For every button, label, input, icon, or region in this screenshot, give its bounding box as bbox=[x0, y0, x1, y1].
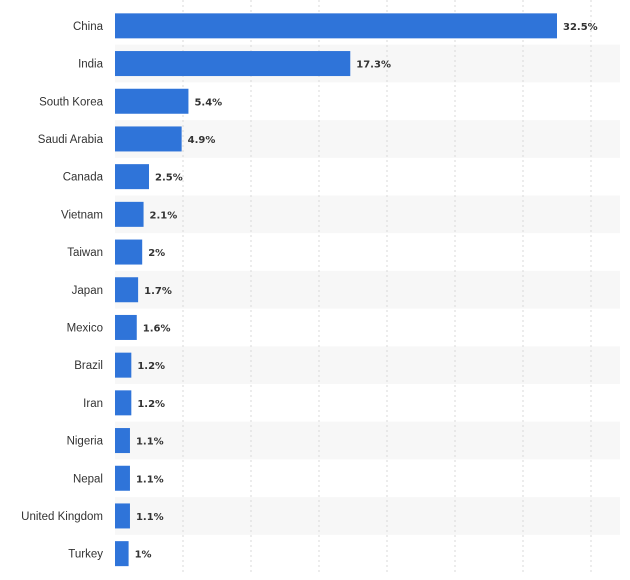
bar bbox=[115, 88, 189, 114]
category-label: United Kingdom bbox=[21, 511, 103, 523]
category-label: Nepal bbox=[73, 473, 103, 485]
category-label: Saudi Arabia bbox=[38, 134, 104, 146]
row-band bbox=[115, 497, 620, 535]
value-label: 32.5% bbox=[563, 22, 598, 33]
row-bands bbox=[115, 44, 620, 535]
bar bbox=[115, 239, 143, 265]
value-label: 1.2% bbox=[137, 361, 165, 372]
value-label: 1.1% bbox=[136, 474, 164, 485]
bar bbox=[115, 390, 132, 416]
category-label: South Korea bbox=[39, 96, 104, 108]
row-band bbox=[115, 270, 620, 309]
bar bbox=[115, 164, 149, 190]
category-label: Nigeria bbox=[67, 436, 104, 448]
bar bbox=[115, 201, 144, 227]
bar bbox=[115, 352, 132, 378]
value-label: 2.1% bbox=[150, 210, 178, 221]
row-band bbox=[115, 346, 620, 384]
bars bbox=[115, 13, 557, 567]
row-band bbox=[115, 120, 620, 158]
category-label: Canada bbox=[63, 172, 104, 184]
bar bbox=[115, 277, 139, 303]
category-label: India bbox=[78, 59, 104, 71]
row-band bbox=[115, 421, 620, 460]
row-band bbox=[115, 195, 620, 234]
value-label: 2.5% bbox=[155, 173, 183, 184]
value-label: 1.6% bbox=[143, 323, 171, 334]
value-label: 1% bbox=[135, 550, 152, 561]
value-label: 17.3% bbox=[356, 60, 391, 71]
category-label: Turkey bbox=[68, 549, 103, 561]
bar bbox=[115, 503, 130, 529]
category-label: Brazil bbox=[74, 360, 103, 372]
category-labels: China India South Korea Saudi Arabia Canada V… bbox=[21, 21, 103, 561]
bar bbox=[115, 541, 129, 567]
bar bbox=[115, 13, 557, 39]
category-label: China bbox=[73, 21, 104, 33]
category-label: Iran bbox=[83, 398, 103, 410]
value-label: 4.9% bbox=[188, 135, 216, 146]
bar bbox=[115, 428, 130, 454]
value-label: 1.2% bbox=[137, 399, 165, 410]
value-label: 2% bbox=[148, 248, 165, 259]
value-labels: 32.5% 17.3% 5.4% 4.9% 2.5% 2.1% 2% 1.7% 1.6% 1.2%… bbox=[135, 22, 598, 561]
category-label: Vietnam bbox=[61, 209, 103, 221]
value-label: 1.1% bbox=[136, 512, 164, 523]
category-label: Mexico bbox=[67, 322, 103, 334]
category-label: Japan bbox=[72, 285, 103, 297]
category-label: Taiwan bbox=[67, 247, 103, 259]
value-label: 1.1% bbox=[136, 437, 164, 448]
bar bbox=[115, 314, 137, 340]
value-label: 5.4% bbox=[194, 97, 222, 108]
bar bbox=[115, 51, 351, 77]
value-label: 1.7% bbox=[144, 286, 172, 297]
bar bbox=[115, 465, 130, 491]
bar bbox=[115, 126, 182, 152]
